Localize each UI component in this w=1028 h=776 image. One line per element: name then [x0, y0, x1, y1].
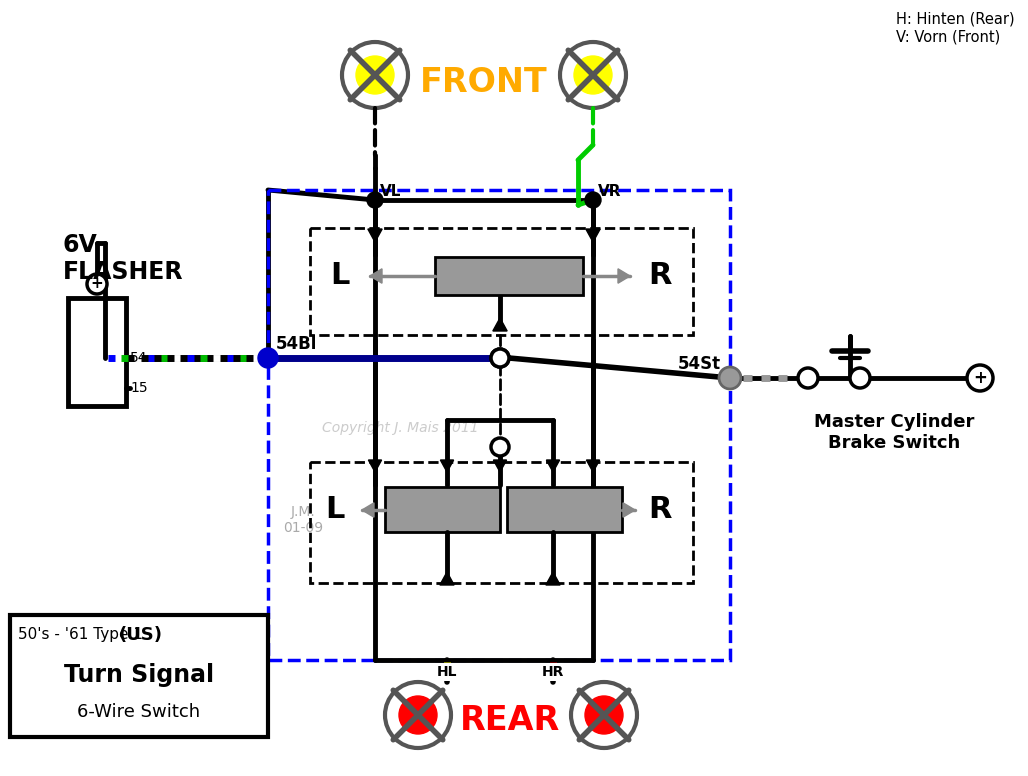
- Text: HL: HL: [437, 665, 457, 679]
- Polygon shape: [493, 460, 507, 472]
- Text: Copyright J. Mais 2011: Copyright J. Mais 2011: [322, 421, 478, 435]
- Text: REAR: REAR: [460, 704, 560, 736]
- Circle shape: [342, 42, 408, 108]
- Polygon shape: [362, 503, 374, 517]
- Bar: [268, 190, 730, 660]
- Text: Turn Signal: Turn Signal: [64, 663, 214, 687]
- Circle shape: [367, 192, 383, 208]
- Text: +: +: [974, 369, 987, 387]
- Circle shape: [574, 56, 612, 94]
- Polygon shape: [623, 503, 635, 517]
- Bar: [386, 487, 500, 532]
- Circle shape: [399, 696, 437, 734]
- Bar: [507, 487, 622, 532]
- Text: R: R: [649, 262, 671, 290]
- Polygon shape: [440, 572, 454, 585]
- Text: 54St: 54St: [678, 355, 721, 373]
- Text: Master Cylinder
Brake Switch: Master Cylinder Brake Switch: [814, 413, 975, 452]
- Bar: [10, 615, 268, 737]
- Circle shape: [258, 348, 278, 368]
- Circle shape: [571, 682, 637, 748]
- Polygon shape: [546, 572, 560, 585]
- Text: J.M.
01-09: J.M. 01-09: [283, 505, 323, 535]
- Circle shape: [850, 368, 870, 388]
- Polygon shape: [492, 318, 507, 331]
- Text: FRONT: FRONT: [420, 67, 548, 99]
- Circle shape: [491, 349, 509, 367]
- Bar: [310, 228, 693, 335]
- Polygon shape: [586, 229, 600, 242]
- Polygon shape: [547, 460, 559, 472]
- Circle shape: [87, 274, 107, 294]
- Text: VR: VR: [598, 185, 622, 199]
- Polygon shape: [618, 268, 630, 283]
- Polygon shape: [586, 460, 599, 472]
- Text: (US): (US): [118, 626, 162, 644]
- Text: +: +: [90, 276, 104, 292]
- Circle shape: [719, 367, 741, 389]
- Bar: [310, 462, 693, 583]
- Circle shape: [967, 365, 993, 391]
- Text: 54: 54: [130, 351, 147, 365]
- Polygon shape: [370, 268, 382, 283]
- Circle shape: [491, 438, 509, 456]
- Text: H: Hinten (Rear)
V: Vorn (Front): H: Hinten (Rear) V: Vorn (Front): [896, 12, 1015, 44]
- Circle shape: [491, 349, 509, 367]
- Text: L: L: [330, 262, 350, 290]
- Text: HR: HR: [542, 665, 564, 679]
- Text: L: L: [325, 496, 344, 525]
- Circle shape: [356, 56, 394, 94]
- Polygon shape: [368, 229, 382, 242]
- Circle shape: [585, 192, 601, 208]
- Circle shape: [798, 368, 818, 388]
- Polygon shape: [368, 460, 381, 472]
- Text: 6V: 6V: [63, 233, 98, 257]
- Bar: [435, 257, 583, 295]
- Circle shape: [560, 42, 626, 108]
- Text: VL: VL: [380, 185, 401, 199]
- Text: 50's - '61 Type 1: 50's - '61 Type 1: [19, 628, 153, 643]
- Circle shape: [386, 682, 451, 748]
- Text: 54Bl: 54Bl: [276, 335, 318, 353]
- Text: 15: 15: [130, 381, 148, 395]
- Text: R: R: [649, 496, 671, 525]
- Circle shape: [585, 696, 623, 734]
- Text: FLASHER: FLASHER: [63, 260, 184, 284]
- Bar: [68, 298, 126, 406]
- Polygon shape: [440, 460, 453, 472]
- Text: 6-Wire Switch: 6-Wire Switch: [77, 703, 200, 721]
